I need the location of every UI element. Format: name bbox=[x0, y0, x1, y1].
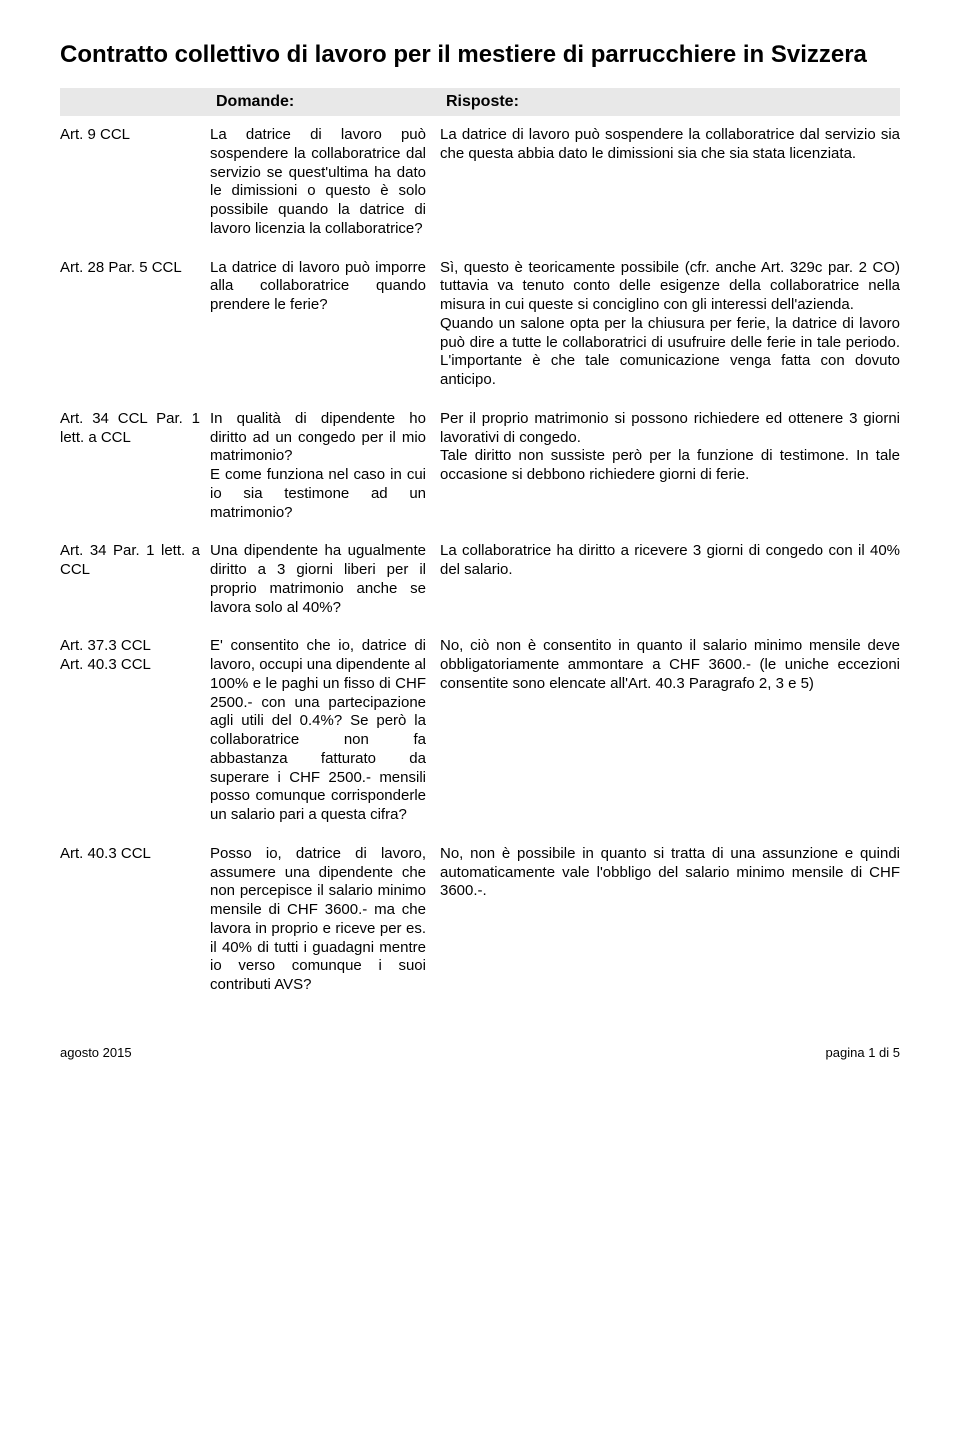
question-text: Una dipendente ha ugualmente diritto a 3… bbox=[210, 542, 440, 617]
table-header: Domande: Risposte: bbox=[60, 88, 900, 116]
question-text: La datrice di lavoro può imporre alla co… bbox=[210, 259, 440, 390]
article-ref: Art. 34 Par. 1 lett. a CCL bbox=[60, 542, 210, 617]
answer-text: Sì, questo è teoricamente possibile (cfr… bbox=[440, 259, 900, 390]
header-spacer bbox=[60, 88, 210, 116]
answer-text: No, non è possibile in quanto si tratta … bbox=[440, 845, 900, 995]
page-footer: agosto 2015 pagina 1 di 5 bbox=[60, 1045, 900, 1061]
question-text: Posso io, datrice di lavoro, assumere un… bbox=[210, 845, 440, 995]
table-row: Art. 9 CCL La datrice di lavoro può sosp… bbox=[60, 116, 900, 249]
question-text: E' consentito che io, datrice di lavoro,… bbox=[210, 637, 440, 825]
table-row: Art. 28 Par. 5 CCL La datrice di lavoro … bbox=[60, 249, 900, 400]
table-row: Art. 37.3 CCLArt. 40.3 CCL E' consentito… bbox=[60, 627, 900, 835]
header-answers: Risposte: bbox=[440, 88, 900, 116]
header-questions: Domande: bbox=[210, 88, 440, 116]
question-text: In qualità di dipendente ho diritto ad u… bbox=[210, 410, 440, 523]
table-row: Art. 40.3 CCL Posso io, datrice di lavor… bbox=[60, 835, 900, 1005]
answer-text: Per il proprio matrimonio si possono ric… bbox=[440, 410, 900, 523]
answer-text: La collaboratrice ha diritto a ricevere … bbox=[440, 542, 900, 617]
article-ref: Art. 37.3 CCLArt. 40.3 CCL bbox=[60, 637, 210, 825]
table-row: Art. 34 Par. 1 lett. a CCL Una dipendent… bbox=[60, 532, 900, 627]
article-ref: Art. 28 Par. 5 CCL bbox=[60, 259, 210, 390]
table-row: Art. 34 CCL Par. 1 lett. a CCL In qualit… bbox=[60, 400, 900, 533]
article-ref: Art. 40.3 CCL bbox=[60, 845, 210, 995]
table-body: Art. 9 CCL La datrice di lavoro può sosp… bbox=[60, 116, 900, 1005]
footer-page-number: pagina 1 di 5 bbox=[826, 1045, 900, 1061]
footer-date: agosto 2015 bbox=[60, 1045, 132, 1061]
answer-text: La datrice di lavoro può sospendere la c… bbox=[440, 126, 900, 239]
article-ref: Art. 9 CCL bbox=[60, 126, 210, 239]
article-ref: Art. 34 CCL Par. 1 lett. a CCL bbox=[60, 410, 210, 523]
question-text: La datrice di lavoro può sospendere la c… bbox=[210, 126, 440, 239]
page-title: Contratto collettivo di lavoro per il me… bbox=[60, 40, 900, 70]
answer-text: No, ciò non è consentito in quanto il sa… bbox=[440, 637, 900, 825]
